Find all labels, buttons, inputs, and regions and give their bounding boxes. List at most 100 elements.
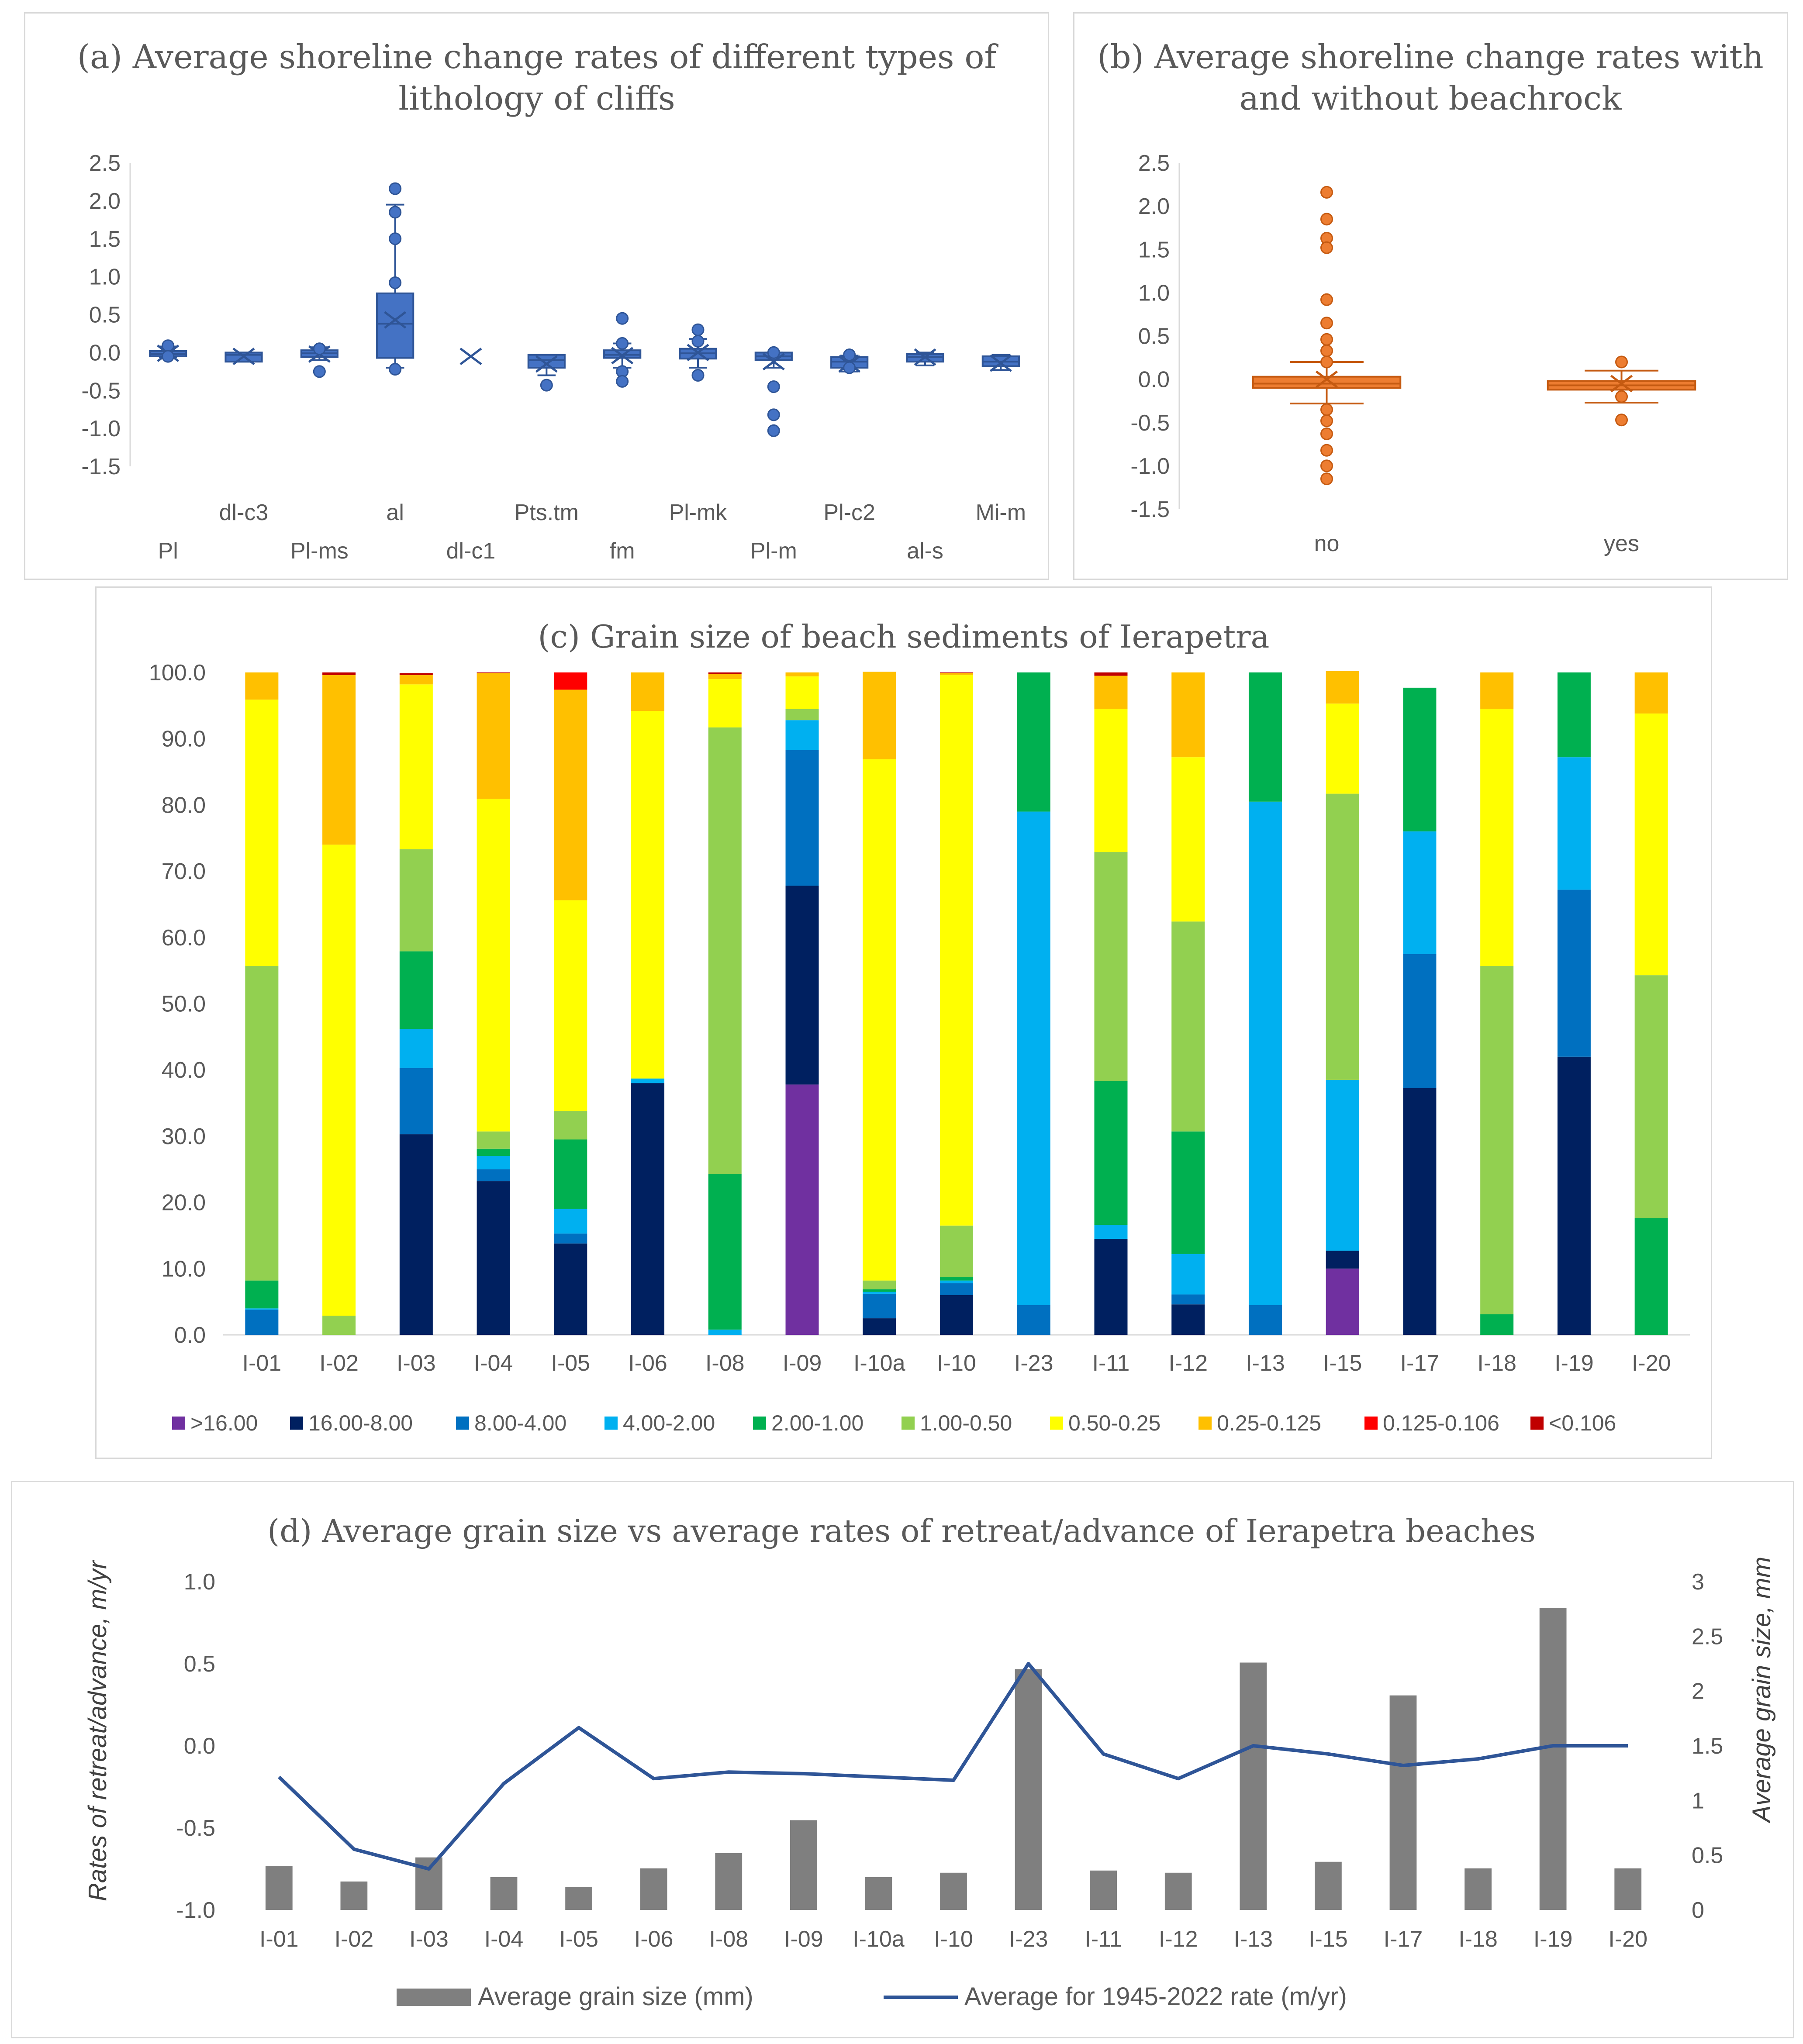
outlier-point [1320,293,1333,306]
stacked-bar-segment [785,709,819,720]
y-tick-label-left: -1.0 [176,1898,215,1923]
grain-size-bar [790,1820,817,1910]
stacked-bar-segment [245,1310,279,1335]
stacked-bar-segment [1480,1314,1514,1335]
stacked-bar-segment [708,679,742,727]
stacked-bar-segment [1326,703,1359,794]
y-tick-label: -1.5 [81,454,121,479]
y-tick-label: 60.0 [162,925,206,951]
legend-label: 16.00-8.00 [308,1411,413,1435]
x-category-label: I-20 [1632,1351,1671,1376]
y-tick-label: 2.0 [89,189,121,214]
box-mean-marker [232,348,255,365]
x-category-label: I-03 [397,1351,436,1376]
stacked-bar-segment [1094,1239,1128,1335]
box-mean-marker [1316,370,1338,388]
box-mean-marker [762,353,785,371]
legend-label: 2.00-1.00 [771,1411,864,1435]
chart-b-title-line2: and without beachrock [1240,79,1622,117]
grain-size-bar [1389,1695,1417,1910]
stacked-bar-segment [863,1318,896,1335]
legend-swatch [1364,1417,1378,1430]
box-mean-marker [459,348,482,365]
stacked-bar-segment [1326,1268,1359,1335]
outlier-point [767,408,780,421]
x-category-label: I-23 [1014,1351,1053,1376]
outlier-point [1320,213,1333,226]
grain-size-bar [490,1877,518,1910]
outlier-point [767,380,780,393]
stacked-bar-segment [631,1078,665,1083]
y-tick-label: 10.0 [162,1256,206,1282]
panel-d: (d) Average grain size vs average rates … [11,1481,1794,2038]
stacked-bar-segment [1634,672,1668,714]
x-category-label: I-08 [709,1927,748,1952]
stacked-bar-segment [863,759,896,1281]
x-category-label: I-06 [634,1927,674,1952]
x-category-label: I-04 [484,1927,524,1952]
outlier-point [767,346,780,359]
x-category-label: I-19 [1554,1351,1594,1376]
chart-d-title: (d) Average grain size vs average rates … [267,1513,1536,1549]
outlier-point [1320,344,1333,357]
x-category-label: I-15 [1323,1351,1362,1376]
stacked-bar-segment [1248,1305,1282,1335]
x-category-label: I-05 [551,1351,591,1376]
stacked-bar-segment [1480,966,1514,1314]
box-iqr [376,292,414,359]
stacked-bar-segment [245,1280,279,1309]
stacked-bar-segment [785,1084,819,1335]
x-category-label: I-17 [1400,1351,1440,1376]
panel-a: (a) Average shoreline change rates of di… [24,12,1049,580]
stacked-bar-segment [1480,672,1514,709]
stacked-bar-segment [245,700,279,966]
stacked-bar-segment [477,1169,510,1182]
legend-swatch [604,1417,618,1430]
y-tick-label: 2.0 [1138,194,1170,219]
x-category-label: Mi-m [976,500,1026,525]
legend-swatch [290,1417,303,1430]
y-tick-label-left: 1.0 [184,1569,215,1595]
stacked-bar-segment [554,1209,587,1234]
x-category-label: I-02 [335,1927,374,1952]
panel-c: (c) Grain size of beach sediments of Ier… [95,586,1712,1459]
stacked-bar-segment [631,1083,665,1335]
stacked-bar-segment [554,1139,587,1209]
stacked-bar-segment [1634,975,1668,1219]
legend-swatch [456,1417,469,1430]
stacked-bar-segment [1634,1218,1668,1335]
stacked-bar-segment [785,750,819,886]
stacked-bar-segment [1248,801,1282,1305]
legend-label: >16.00 [190,1411,258,1435]
y-tick-label: 1.5 [89,227,121,252]
outlier-point [691,369,705,382]
x-category-label: I-04 [474,1351,513,1376]
grain-size-bar [1240,1662,1267,1910]
legend-label: 1.00-0.50 [920,1411,1012,1435]
x-category-label: I-11 [1092,1351,1130,1376]
stacked-bar-segment [1094,852,1128,1081]
stacked-bar-segment [940,1283,973,1295]
grain-size-bar [1015,1669,1042,1910]
x-category-label: Pl-mk [669,500,728,525]
y-tick-label: 1.5 [1138,237,1170,262]
box-mean-marker [989,354,1012,372]
stacked-bar-segment [940,675,973,1226]
x-category-label: I-11 [1085,1927,1122,1952]
stacked-bar-segment [1403,831,1437,954]
box-iqr [1252,376,1402,389]
grain-size-bar [1164,1872,1192,1910]
x-category-label: Pl-m [750,538,797,564]
chart-d-ylabel: Rates of retreat/advance, m/yr [83,1559,112,1901]
outlier-point [1615,355,1628,369]
stacked-bar-segment [1094,1225,1128,1239]
stacked-bar-segment [1326,793,1359,1080]
legend-label: 4.00-2.00 [623,1411,715,1435]
x-category-label: I-23 [1009,1927,1048,1952]
x-category-label: al-s [907,538,943,564]
legend-label: 0.25-0.125 [1217,1411,1321,1435]
grain-size-bar [1614,1868,1642,1910]
outlier-point [1320,333,1333,346]
y-tick-label: -1.0 [81,416,121,441]
x-category-label: dl-c1 [446,538,496,564]
